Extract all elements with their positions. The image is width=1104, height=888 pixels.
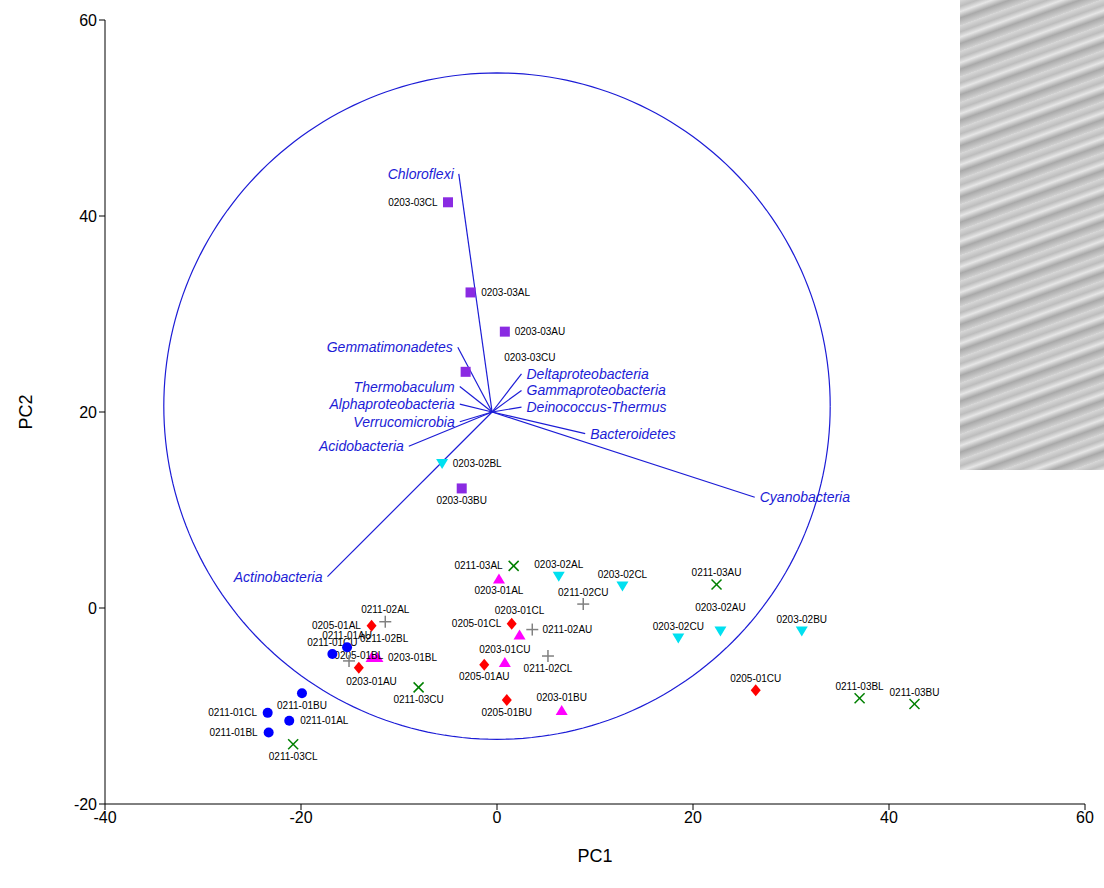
svg-text:Bacteroidetes: Bacteroidetes	[590, 426, 676, 442]
svg-text:0203-01BU: 0203-01BU	[536, 692, 587, 703]
svg-text:0203-02CU: 0203-02CU	[653, 621, 704, 632]
svg-text:-40: -40	[93, 809, 117, 827]
svg-text:Deinococcus-Thermus: Deinococcus-Thermus	[527, 399, 667, 415]
svg-text:0211-02CL: 0211-02CL	[524, 663, 573, 674]
svg-text:Thermobaculum: Thermobaculum	[354, 379, 455, 395]
svg-text:Chloroflexi: Chloroflexi	[388, 166, 455, 182]
svg-text:0203-02BU: 0203-02BU	[776, 614, 827, 625]
svg-text:0203-03BU: 0203-03BU	[436, 495, 487, 506]
svg-text:0211-03BL: 0211-03BL	[835, 681, 884, 692]
svg-text:Gammaproteobacteria: Gammaproteobacteria	[527, 382, 667, 398]
svg-text:-20: -20	[289, 809, 312, 826]
svg-text:20: 20	[684, 809, 702, 826]
svg-text:0211-01CU: 0211-01CU	[307, 636, 358, 648]
svg-text:Actinobacteria: Actinobacteria	[233, 569, 323, 585]
svg-text:0205-01BU: 0205-01BU	[482, 707, 533, 718]
svg-text:-20: -20	[74, 796, 97, 813]
svg-text:0203-03CU: 0203-03CU	[504, 352, 555, 363]
svg-text:40: 40	[880, 809, 898, 826]
svg-text:0203-03AU: 0203-03AU	[515, 326, 566, 337]
svg-text:Verrucomicrobia: Verrucomicrobia	[353, 414, 455, 430]
svg-text:Acidobacteria: Acidobacteria	[318, 438, 404, 454]
svg-text:Cyanobacteria: Cyanobacteria	[760, 489, 850, 505]
svg-text:0205-01CL: 0205-01CL	[452, 618, 502, 629]
svg-text:0203-03CL: 0203-03CL	[388, 197, 438, 208]
svg-text:0203-01CU: 0203-01CU	[479, 644, 530, 655]
svg-text:0211-03CU: 0211-03CU	[393, 694, 443, 705]
svg-text:0211-01CL: 0211-01CL	[208, 707, 257, 718]
svg-text:0211-03AU: 0211-03AU	[692, 567, 742, 578]
svg-text:0211-03CL: 0211-03CL	[269, 751, 318, 762]
svg-text:0211-02AL: 0211-02AL	[361, 604, 410, 615]
svg-text:0211-02AU: 0211-02AU	[542, 624, 592, 635]
svg-text:0211-02CU: 0211-02CU	[558, 587, 608, 598]
svg-text:0205-01AU: 0205-01AU	[459, 671, 510, 682]
svg-text:0: 0	[88, 600, 97, 617]
svg-text:PC2: PC2	[16, 394, 36, 429]
svg-text:0205-01AL: 0205-01AL	[312, 620, 361, 632]
svg-text:PC1: PC1	[577, 846, 612, 866]
svg-text:0205-01BL: 0205-01BL	[334, 650, 383, 661]
svg-text:Deltaproteobacteria: Deltaproteobacteria	[527, 366, 649, 382]
svg-text:0211-03BU: 0211-03BU	[890, 687, 940, 698]
svg-text:20: 20	[79, 404, 97, 421]
svg-text:0203-02BL: 0203-02BL	[453, 458, 502, 469]
svg-text:60: 60	[79, 12, 97, 29]
svg-text:Gemmatimonadetes: Gemmatimonadetes	[327, 339, 453, 355]
svg-text:0211-02BL: 0211-02BL	[360, 633, 409, 645]
svg-text:0211-01AL: 0211-01AL	[300, 715, 349, 726]
svg-text:0203-02CL: 0203-02CL	[598, 569, 648, 580]
svg-text:0205-01CU: 0205-01CU	[730, 673, 781, 684]
svg-text:0211-01AU: 0211-01AU	[322, 630, 372, 641]
svg-text:Alphaproteobacteria: Alphaproteobacteria	[328, 396, 455, 412]
svg-text:0211-01BL: 0211-01BL	[209, 727, 258, 738]
svg-text:0203-01CL: 0203-01CL	[495, 605, 545, 616]
svg-text:0203-02AL: 0203-02AL	[534, 559, 583, 570]
svg-text:60: 60	[1076, 809, 1094, 826]
svg-text:0203-02AU: 0203-02AU	[695, 602, 746, 613]
svg-text:0203-01AL: 0203-01AL	[474, 585, 523, 596]
svg-text:0203-03AL: 0203-03AL	[481, 287, 530, 298]
svg-text:0: 0	[493, 809, 502, 826]
svg-text:0203-01AU: 0203-01AU	[346, 676, 397, 687]
svg-text:0211-01BU: 0211-01BU	[277, 700, 327, 711]
svg-text:40: 40	[79, 208, 97, 225]
svg-text:0203-01BL: 0203-01BL	[388, 652, 437, 663]
svg-text:0211-03AL: 0211-03AL	[454, 560, 503, 571]
